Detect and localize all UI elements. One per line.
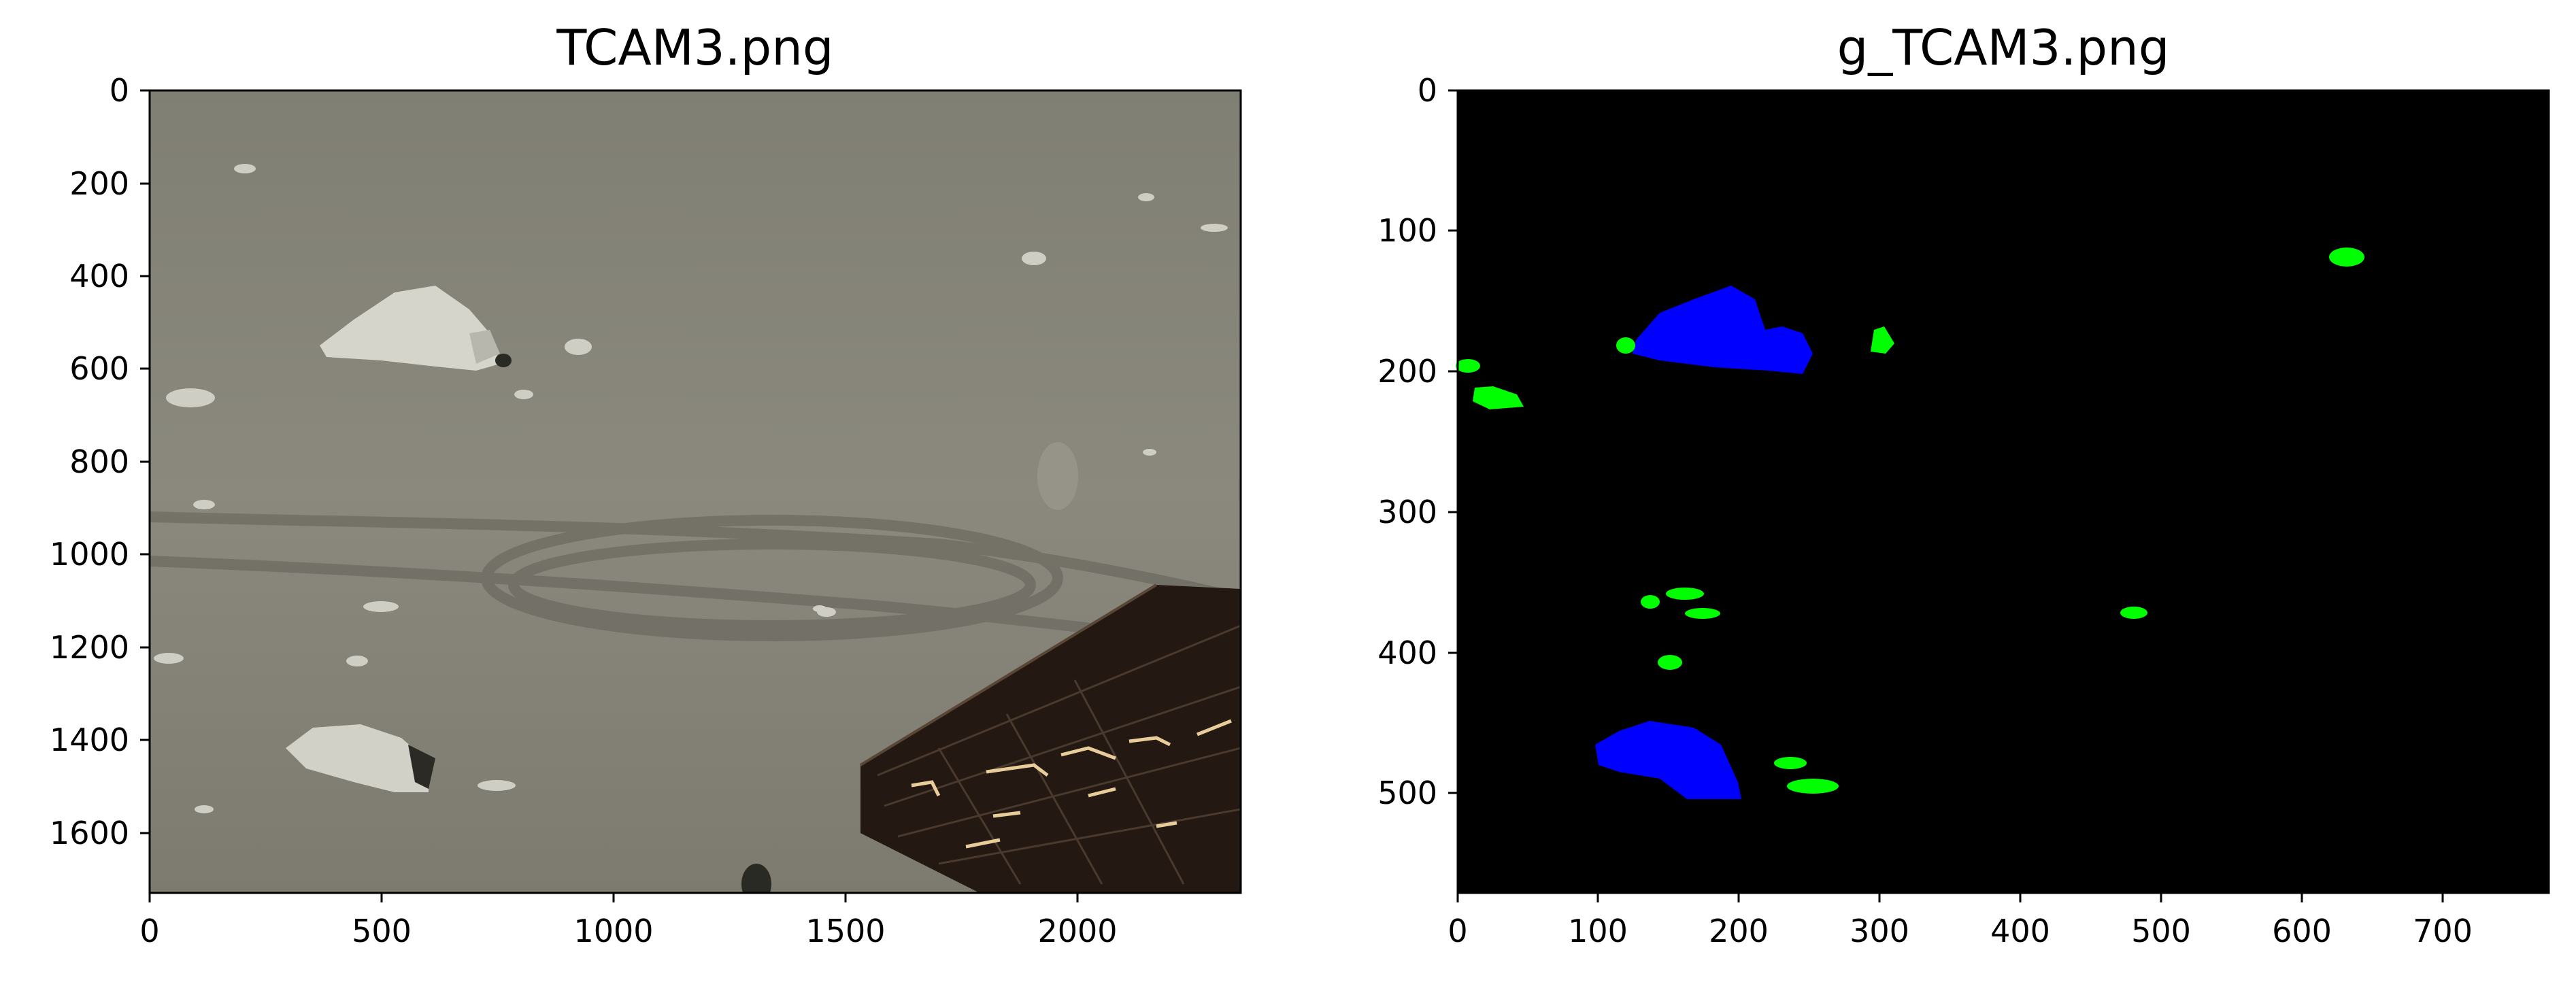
mask-x-tick-label: 0: [1448, 913, 1467, 949]
photo-x-tick-label: 1000: [573, 913, 653, 949]
large-rock-masks: [1595, 286, 1813, 799]
mask-y-tick-label: 300: [1377, 494, 1437, 530]
mask-panel: g_TCAM3.png: [1377, 19, 2550, 949]
mask-y-tick-label: 200: [1377, 353, 1437, 390]
mask-x-tick-label: 200: [1709, 913, 1769, 949]
mask-x-tick-label: 600: [2272, 913, 2332, 949]
photo-y-tick-label: 1000: [50, 536, 129, 573]
mask-y-tick-label: 100: [1377, 212, 1437, 249]
segmentation-mask: [1458, 90, 2549, 893]
small-rocks: [154, 164, 1228, 813]
mask-y-tick-label: 500: [1377, 775, 1437, 811]
mask-y-axis: 0 100 200 300 400 500: [1377, 72, 1458, 811]
photo-y-tick-label: 800: [69, 443, 129, 480]
mask-panel-title: g_TCAM3.png: [1837, 19, 2170, 76]
mask-x-tick-label: 300: [1850, 913, 1909, 949]
solar-panel: [859, 583, 1241, 893]
large-rock-lower: [286, 724, 435, 792]
lunar-surface-photo: [150, 90, 1241, 893]
photo-y-tick-label: 200: [69, 165, 129, 202]
photo-x-tick-label: 2000: [1037, 913, 1117, 949]
photo-y-tick-label: 1200: [50, 629, 129, 666]
mask-x-tick-label: 700: [2413, 913, 2473, 949]
mask-axes-frame: [1456, 89, 2550, 894]
large-rock-mask-upper: [1633, 286, 1813, 374]
photo-y-tick-label: 0: [110, 72, 129, 109]
mask-x-tick-label: 400: [1990, 913, 2050, 949]
photo-axes-frame: [148, 89, 1242, 894]
photo-y-tick-label: 1600: [50, 815, 129, 851]
mask-x-tick-label: 500: [2131, 913, 2191, 949]
photo-y-tick-label: 1400: [50, 722, 129, 758]
mask-y-tick-label: 0: [1418, 72, 1437, 109]
photo-y-tick-label: 400: [69, 258, 129, 294]
large-rock-mask-lower: [1595, 721, 1741, 799]
photo-x-axis: 0 500 1000 1500 2000: [139, 893, 1118, 949]
photo-x-tick-label: 500: [352, 913, 412, 949]
photo-panel: TCAM3.png: [50, 19, 1242, 949]
large-rock-upper: [320, 286, 512, 371]
photo-x-tick-label: 1500: [805, 913, 885, 949]
mask-y-tick-label: 400: [1377, 634, 1437, 671]
photo-x-tick-label: 0: [139, 913, 159, 949]
photo-y-axis: 0 200 400 600 800 1000 1200 1400 1600: [50, 72, 150, 851]
small-rock-masks: [1456, 248, 2364, 794]
mask-x-axis: 0 100 200 300 400 500 600 700: [1448, 893, 2473, 949]
photo-panel-title: TCAM3.png: [556, 19, 833, 76]
photo-y-tick-label: 600: [69, 350, 129, 387]
mask-x-tick-label: 100: [1568, 913, 1628, 949]
